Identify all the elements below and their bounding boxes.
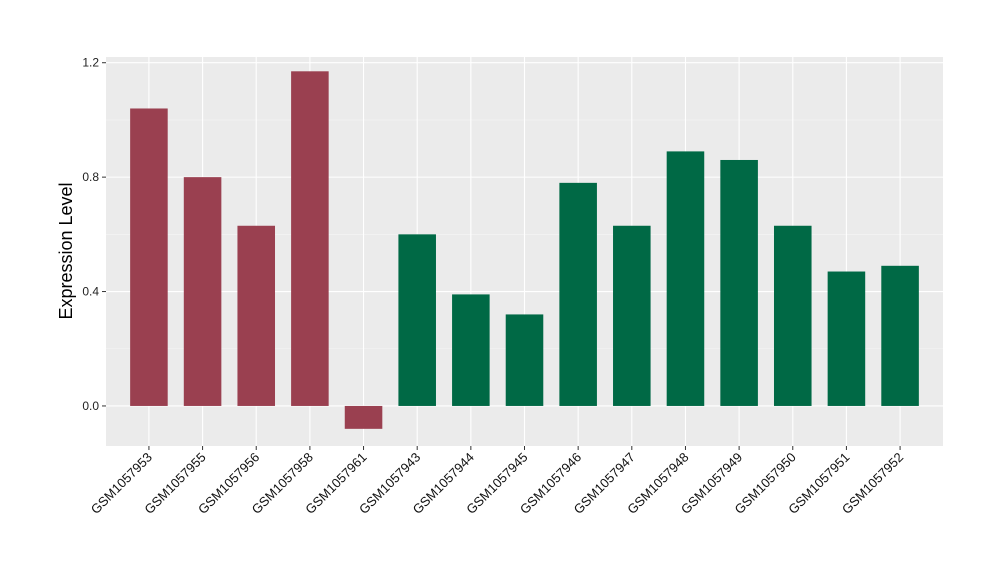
y-axis-title: Expression Level bbox=[56, 182, 76, 319]
bar-GSM1057953 bbox=[130, 108, 168, 406]
bar-GSM1057948 bbox=[666, 151, 705, 406]
y-tick-label: 0.4 bbox=[82, 285, 99, 299]
bar-GSM1057951 bbox=[827, 271, 866, 406]
y-tick-label: 1.2 bbox=[82, 56, 99, 70]
bar-GSM1057945 bbox=[505, 314, 544, 406]
bar-GSM1057955 bbox=[183, 177, 222, 406]
bar-GSM1057958 bbox=[291, 71, 329, 406]
x-axis: GSM1057953GSM1057955GSM1057956GSM1057958… bbox=[88, 446, 906, 517]
bar-GSM1057952 bbox=[881, 265, 919, 406]
bar-GSM1057950 bbox=[773, 225, 812, 406]
bar-GSM1057947 bbox=[613, 225, 651, 406]
bars bbox=[130, 71, 919, 429]
y-axis: 0.0 0.4 0.8 1.2 bbox=[82, 56, 106, 413]
bar-GSM1057961 bbox=[344, 405, 383, 429]
bar-GSM1057949 bbox=[720, 159, 758, 406]
y-tick-label: 0.0 bbox=[82, 399, 99, 413]
bar-GSM1057943 bbox=[398, 234, 436, 406]
y-tick-label: 0.8 bbox=[82, 170, 99, 184]
bar-GSM1057956 bbox=[237, 225, 276, 406]
bar-GSM1057946 bbox=[559, 182, 597, 406]
bar-GSM1057944 bbox=[452, 294, 490, 406]
